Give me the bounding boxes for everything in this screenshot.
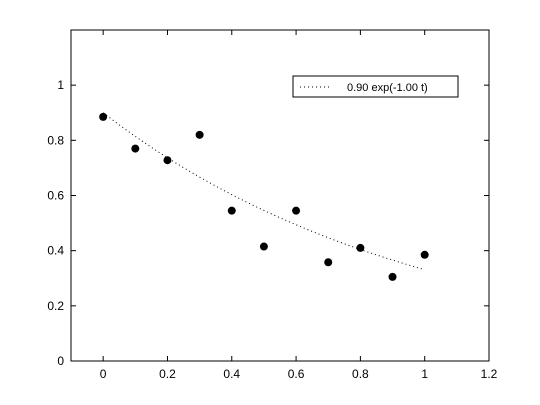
x-tick-label: 0.8: [352, 367, 369, 381]
x-tick-label: 0.4: [223, 367, 240, 381]
data-point: [99, 112, 108, 121]
data-point: [195, 130, 204, 139]
data-point: [420, 250, 429, 259]
y-tick-label: 0.4: [47, 244, 64, 258]
data-point: [292, 206, 301, 215]
data-point: [356, 243, 365, 252]
data-point: [163, 156, 172, 165]
data-point: [388, 272, 397, 281]
x-tick-label: 1: [421, 367, 428, 381]
x-tick-label: 0: [100, 367, 107, 381]
data-point: [259, 242, 268, 251]
data-points: [99, 112, 429, 281]
y-tick-label: 1: [57, 78, 64, 92]
y-tick-label: 0.6: [47, 189, 64, 203]
y-tick-label: 0.2: [47, 299, 64, 313]
x-tick-label: 1.2: [481, 367, 498, 381]
x-axis-ticks: 0 0.2 0.4 0.6 0.8 1 1.2: [100, 30, 498, 381]
legend-label: 0.90 exp(-1.00 t): [347, 82, 428, 94]
data-point: [131, 144, 140, 153]
y-tick-label: 0.8: [47, 133, 64, 147]
data-point: [324, 258, 333, 267]
y-axis-ticks: 0 0.2 0.4 0.6 0.8 1: [47, 78, 489, 368]
legend-box: [292, 75, 459, 98]
fit-line: [102, 112, 425, 271]
x-tick-label: 0.6: [288, 367, 305, 381]
data-point: [227, 206, 236, 215]
y-tick-label: 0: [57, 354, 64, 368]
legend: 0.90 exp(-1.00 t): [292, 75, 459, 98]
x-tick-label: 0.2: [159, 367, 176, 381]
